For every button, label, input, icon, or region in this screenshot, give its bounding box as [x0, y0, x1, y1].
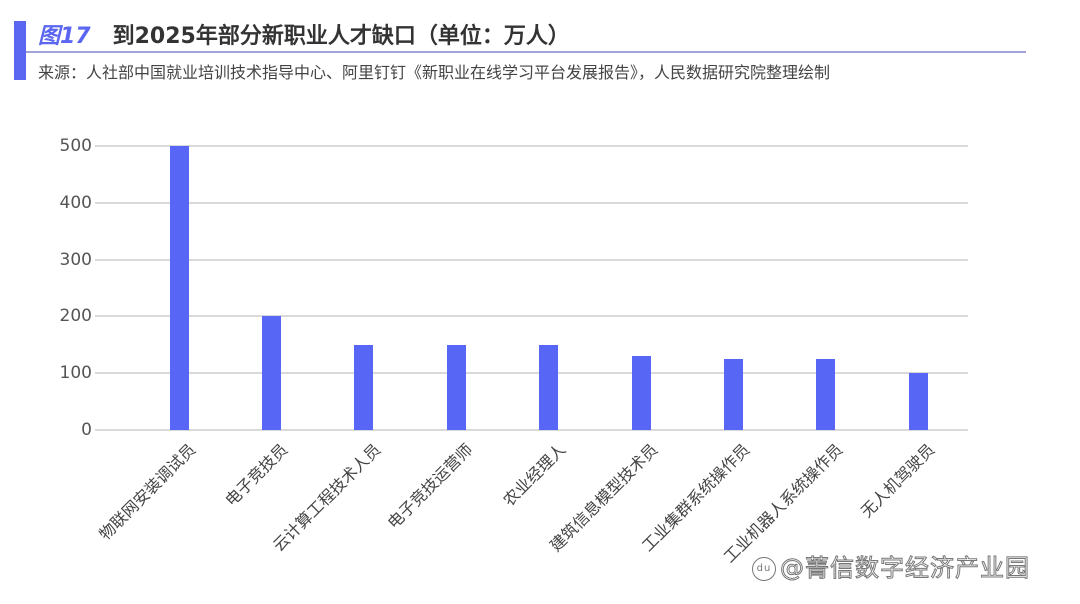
y-tick-label: 400: [59, 192, 92, 213]
title-text: 到2025年部分新职业人才缺口（单位：万人）: [112, 24, 570, 49]
x-tick-label: 物联网安装调试员: [95, 439, 200, 544]
bar: [446, 344, 466, 430]
gridline: [95, 315, 968, 318]
y-tick-label: 500: [59, 136, 92, 156]
bar: [631, 356, 651, 430]
x-tick-label: 电子竞技运营师: [383, 439, 477, 533]
title-divider: [26, 51, 1026, 53]
x-tick-label: 无人机驾驶员: [857, 439, 939, 522]
y-tick-label: 200: [59, 306, 92, 327]
watermark: du @菁信数字经济产业园: [752, 548, 1030, 583]
chart-title: 图17 到2025年部分新职业人才缺口（单位：万人）: [38, 18, 570, 50]
bar: [169, 146, 189, 430]
bar: [908, 373, 928, 430]
bar: [816, 359, 836, 430]
source-note: 来源：人社部中国就业培训技术指导中心、阿里钉钉《新职业在线学习平台发展报告》，人…: [38, 63, 831, 82]
y-tick-label: 100: [59, 363, 92, 384]
bar: [354, 344, 374, 430]
bar: [723, 359, 743, 430]
gridline: [95, 145, 968, 147]
watermark-text: @菁信数字经济产业园: [780, 554, 1030, 583]
gridline: [95, 372, 968, 375]
figure-number: 图17: [38, 24, 91, 49]
bar: [539, 344, 559, 430]
y-tick-label: 0: [81, 420, 92, 440]
gridline: [95, 258, 968, 261]
paw-logo-icon: du: [752, 557, 776, 581]
bar: [261, 316, 281, 430]
x-tick-label: 农业经理人: [498, 439, 569, 510]
y-tick-label: 300: [59, 249, 92, 270]
x-tick-label: 电子竞技员: [221, 439, 292, 510]
accent-bar: [14, 21, 26, 80]
gridline: [95, 429, 968, 431]
gridline: [95, 201, 968, 204]
